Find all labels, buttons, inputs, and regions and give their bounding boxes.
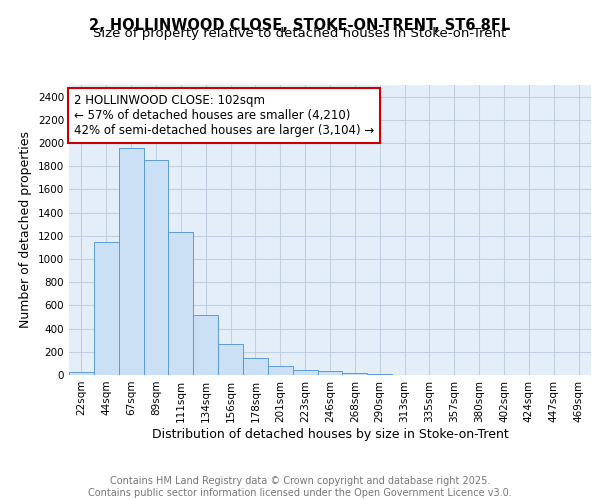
Bar bbox=[343, 374, 367, 375]
Bar bbox=[243, 358, 268, 375]
Bar bbox=[169, 232, 193, 375]
Bar bbox=[119, 148, 143, 375]
Text: Contains HM Land Registry data © Crown copyright and database right 2025.
Contai: Contains HM Land Registry data © Crown c… bbox=[88, 476, 512, 498]
Text: 2 HOLLINWOOD CLOSE: 102sqm
← 57% of detached houses are smaller (4,210)
42% of s: 2 HOLLINWOOD CLOSE: 102sqm ← 57% of deta… bbox=[74, 94, 374, 136]
Bar bbox=[69, 372, 94, 375]
Bar bbox=[293, 370, 317, 375]
Text: 2, HOLLINWOOD CLOSE, STOKE-ON-TRENT, ST6 8FL: 2, HOLLINWOOD CLOSE, STOKE-ON-TRENT, ST6… bbox=[89, 18, 511, 32]
Bar bbox=[317, 371, 343, 375]
Bar bbox=[94, 242, 119, 375]
Bar bbox=[218, 344, 243, 375]
Y-axis label: Number of detached properties: Number of detached properties bbox=[19, 132, 32, 328]
Bar bbox=[143, 160, 169, 375]
Bar bbox=[193, 314, 218, 375]
X-axis label: Distribution of detached houses by size in Stoke-on-Trent: Distribution of detached houses by size … bbox=[152, 428, 508, 440]
Bar bbox=[367, 374, 392, 375]
Bar bbox=[268, 366, 293, 375]
Text: Size of property relative to detached houses in Stoke-on-Trent: Size of property relative to detached ho… bbox=[94, 28, 506, 40]
